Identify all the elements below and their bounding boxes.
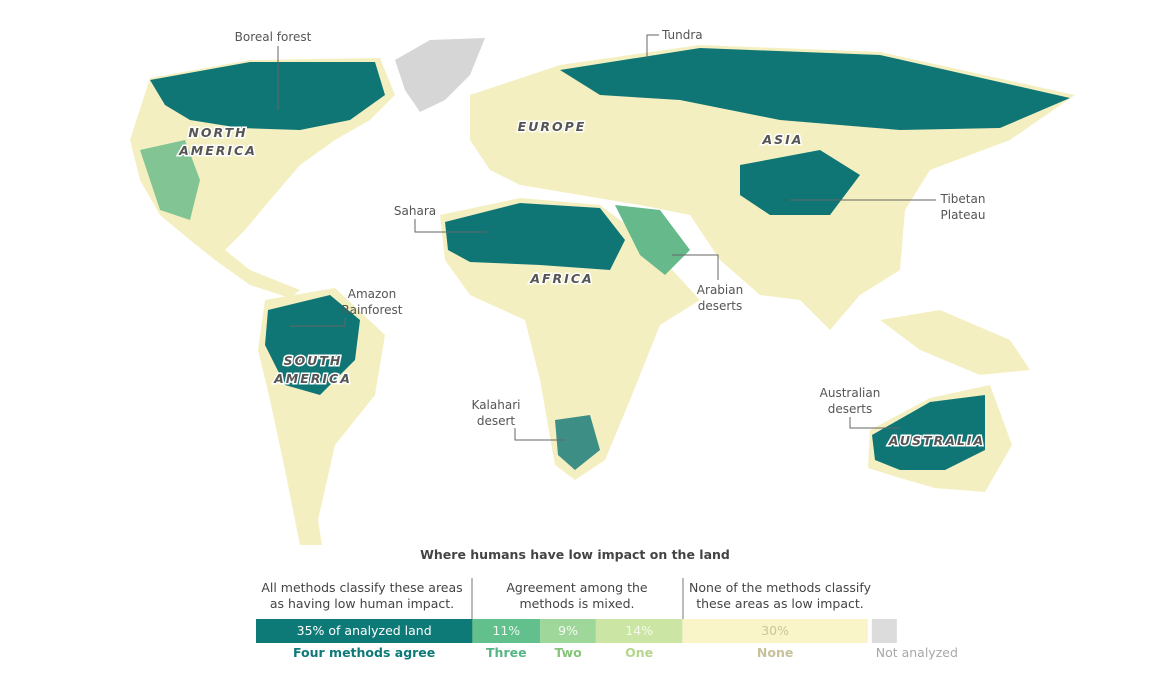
legend-segment (472, 619, 541, 643)
region-label: SOUTH AMERICA (273, 353, 352, 386)
segment-value-label: 14% (625, 623, 653, 638)
annotation: Tibetan Plateau (940, 192, 986, 222)
region-label: AFRICA (529, 271, 593, 286)
annotation: Tundra (661, 28, 703, 42)
text-line: desert (477, 414, 516, 428)
text-line: Boreal forest (235, 30, 312, 44)
africa (440, 198, 700, 480)
leader (414, 219, 487, 233)
segment-name: Four methods agree (293, 645, 435, 660)
annotation: Boreal forest (235, 30, 312, 44)
text-line: as having low human impact. (270, 596, 454, 611)
text-line: EUROPE (518, 119, 587, 134)
text-line: Arabian (697, 283, 743, 297)
legend-group-text: None of the methods classify these areas … (689, 580, 872, 611)
text-line: AMERICA (178, 143, 257, 158)
legend-segment (256, 619, 473, 643)
australia-zone (872, 395, 985, 470)
not-analyzed-label: Not analyzed (876, 645, 958, 660)
annotation: Australian deserts (820, 386, 881, 416)
text-line: Plateau (941, 208, 986, 222)
annotation: Arabian deserts (697, 283, 743, 313)
text-line: Australian (820, 386, 881, 400)
region-label: AUSTRALIA (888, 433, 985, 448)
leader (646, 34, 659, 58)
text-line: deserts (828, 402, 873, 416)
greenland (395, 38, 485, 112)
legend-segment (682, 619, 868, 643)
leader (514, 428, 565, 441)
text-line: None of the methods classify (689, 580, 872, 595)
segment-value-label: 30% (761, 623, 789, 638)
text-line: AMERICA (273, 371, 352, 386)
text-line: Tibetan (940, 192, 986, 206)
legend-group-text: Agreement among the methods is mixed. (506, 580, 648, 611)
tibet-zone (740, 150, 860, 215)
indonesia (880, 310, 1030, 375)
segment-name: None (757, 645, 793, 660)
legend-segment (595, 619, 683, 643)
text-line: SOUTH (284, 353, 343, 368)
text-line: these areas as low impact. (696, 596, 864, 611)
text-line: ASIA (761, 132, 803, 147)
boreal-zone (150, 62, 385, 130)
legend-segment (540, 619, 596, 643)
text-line: All methods classify these areas (261, 580, 462, 595)
annotation: Amazon Rainforest (342, 287, 403, 317)
leader (290, 318, 346, 327)
region-label: NORTH AMERICA (178, 125, 257, 158)
text-line: deserts (698, 299, 743, 313)
text-line: Tundra (661, 28, 703, 42)
leader (672, 254, 719, 280)
text-line: methods is mixed. (520, 596, 635, 611)
text-line: Agreement among the (506, 580, 648, 595)
annotation: Sahara (394, 204, 436, 218)
segment-name: Three (486, 645, 527, 660)
text-line: Kalahari (472, 398, 521, 412)
amazon-zone (265, 295, 360, 395)
region-label: EUROPE (518, 119, 587, 134)
segment-name: Two (554, 645, 582, 660)
text-line: Amazon (348, 287, 397, 301)
text-line: Sahara (394, 204, 436, 218)
west-na (140, 140, 200, 220)
segment-value-label: 11% (492, 623, 520, 638)
sahara-zone (445, 203, 625, 270)
arabia-zone (615, 205, 690, 275)
annotation: Kalahari desert (472, 398, 521, 428)
segment-value-label: 9% (558, 623, 578, 638)
text-line: Rainforest (342, 303, 403, 317)
text-line: NORTH (188, 125, 247, 140)
not-analyzed-swatch (871, 619, 897, 643)
legend-group-text: All methods classify these areas as havin… (261, 580, 462, 611)
tundra-zone (560, 48, 1070, 130)
text-line: AFRICA (529, 271, 593, 286)
kalahari-zone (555, 415, 600, 470)
segment-name: One (625, 645, 653, 660)
segment-value-label: 35% of analyzed land (297, 623, 432, 638)
leader (849, 417, 900, 429)
text-line: AUSTRALIA (888, 433, 985, 448)
world-map (130, 38, 1075, 545)
region-label: ASIA (761, 132, 803, 147)
legend-title: Where humans have low impact on the land (420, 547, 730, 562)
